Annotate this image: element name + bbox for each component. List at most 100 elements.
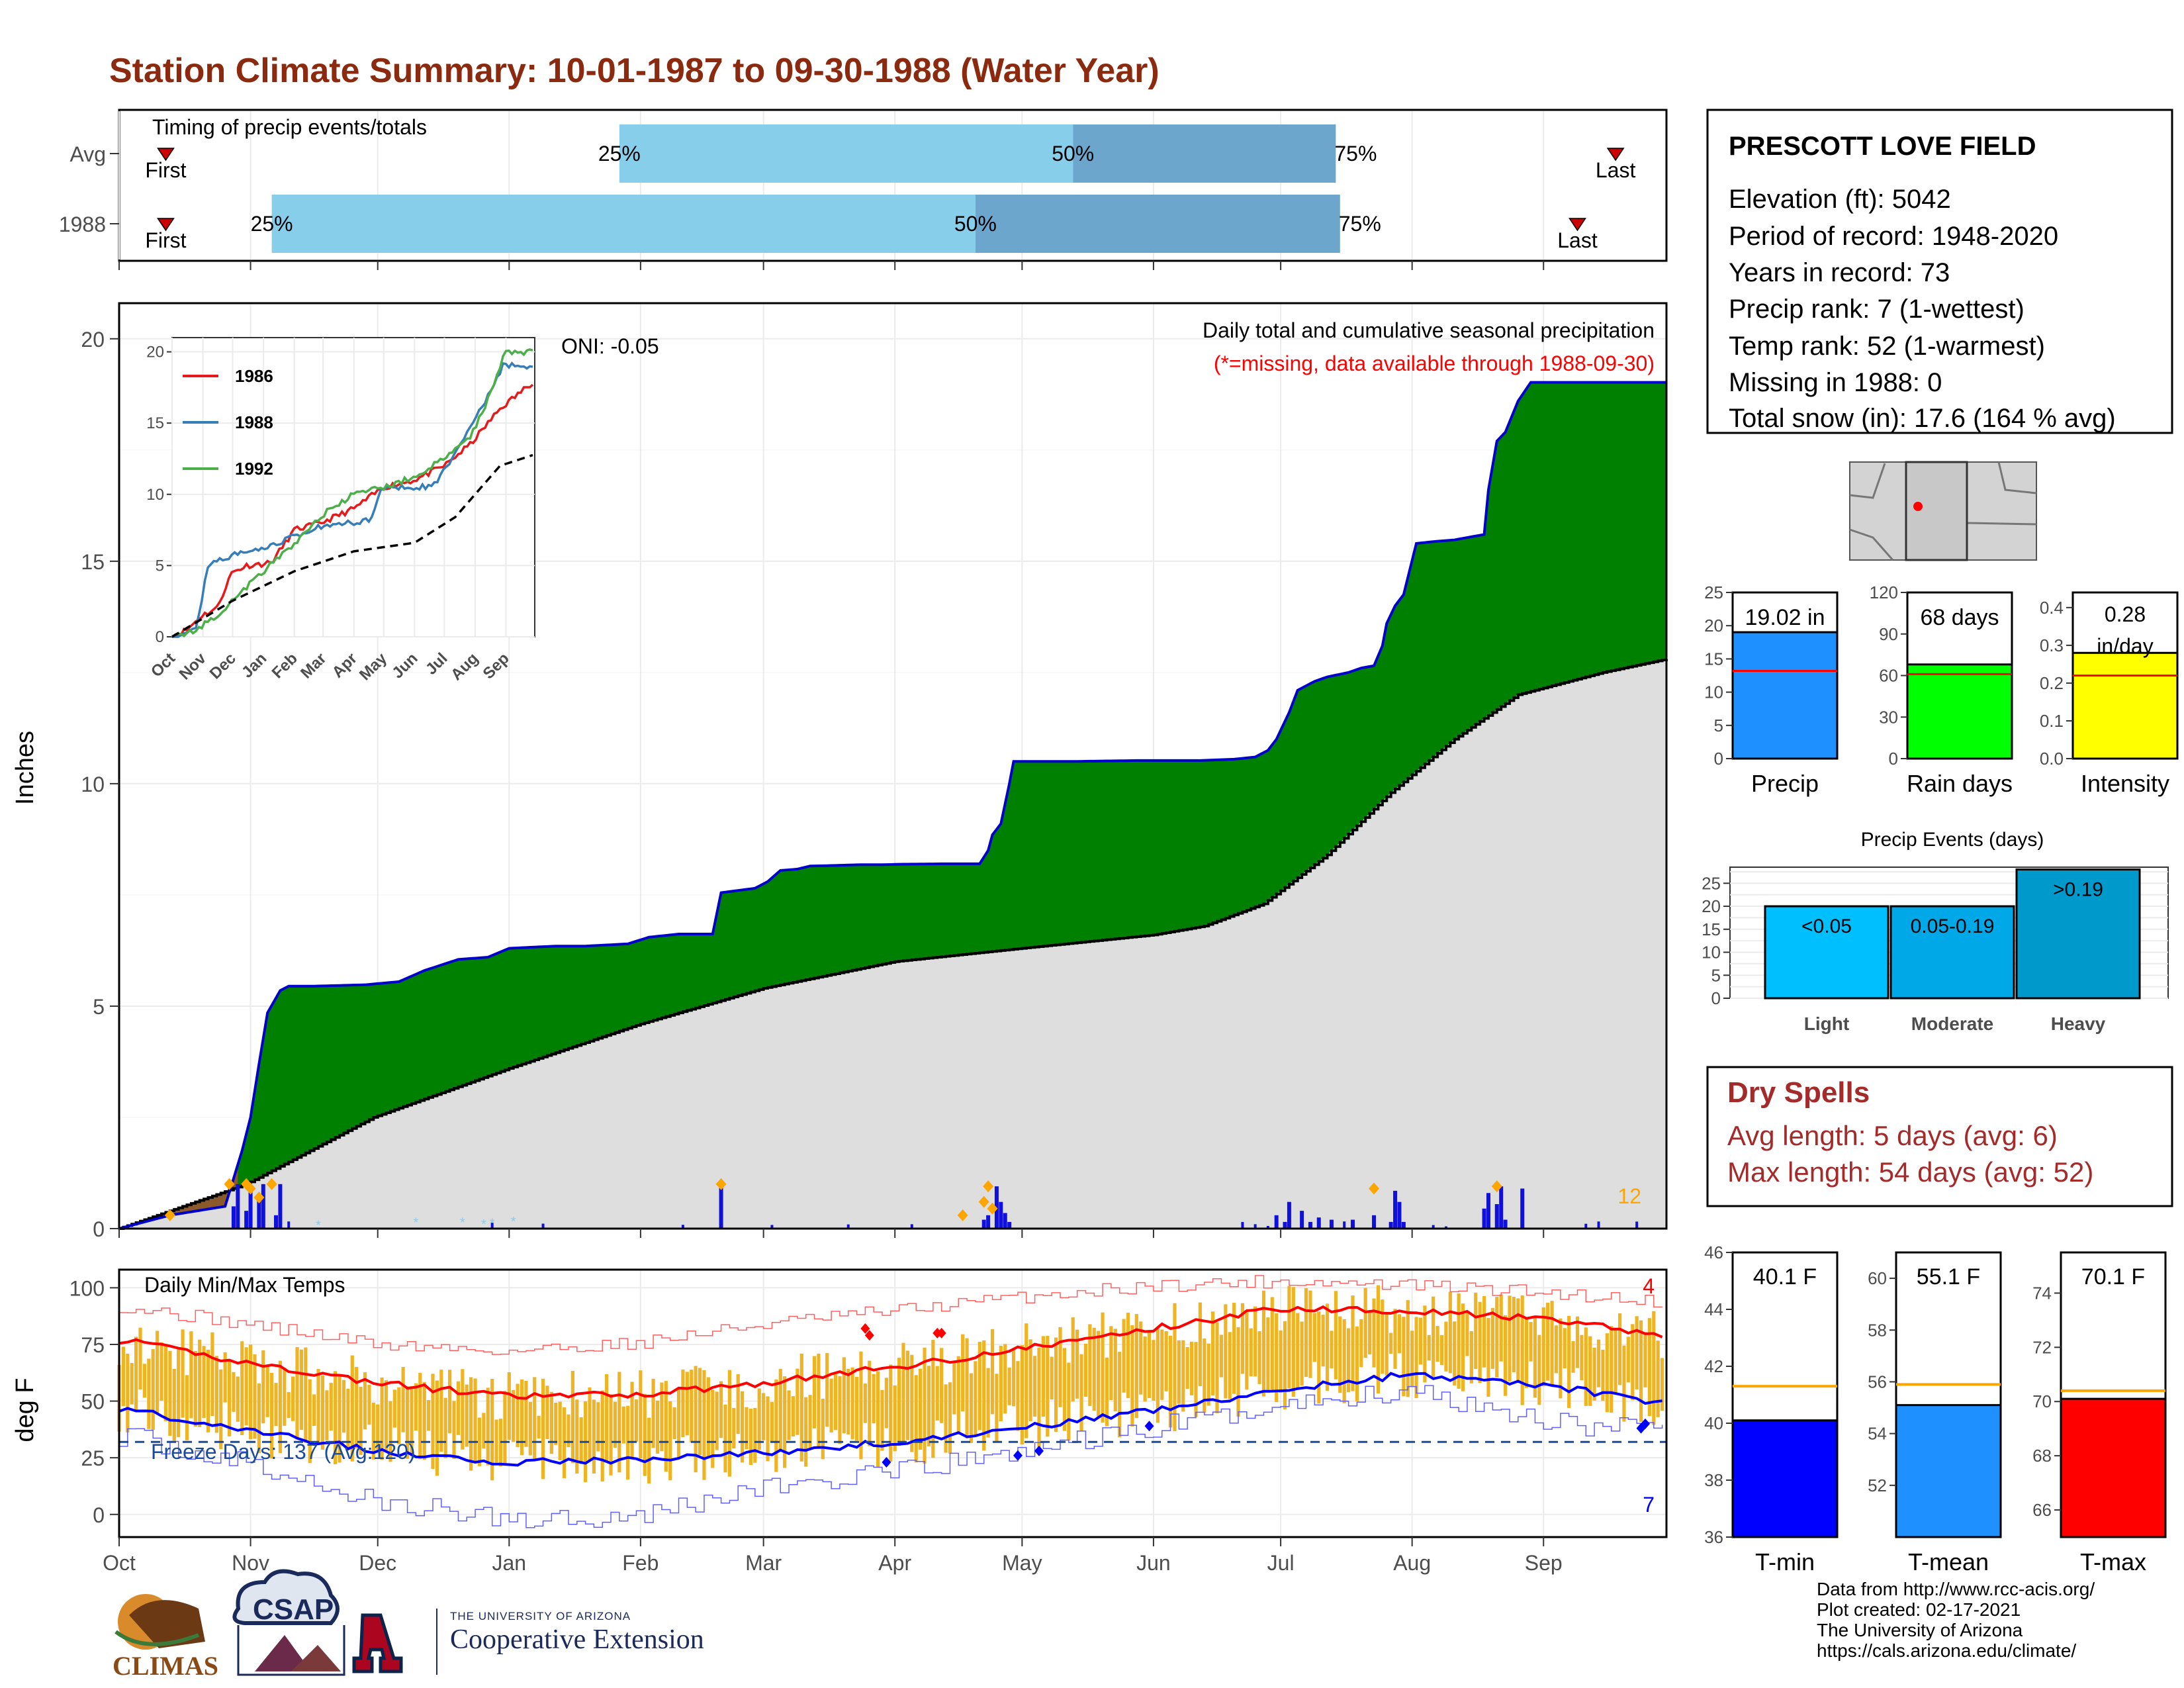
daily-temp-range-bar <box>253 1354 257 1439</box>
daily-temp-range-bar <box>727 1370 731 1477</box>
daily-temp-range-bar <box>605 1374 609 1462</box>
inset-series-line <box>171 348 533 638</box>
month-tick-label: Oct <box>103 1551 136 1575</box>
temp-bar <box>1895 1404 2002 1538</box>
daily-temp-range-bar <box>745 1407 749 1450</box>
daily-temp-range-bar <box>316 1369 320 1444</box>
daily-temp-range-bar <box>1028 1339 1032 1422</box>
daily-precip-bar <box>1388 1221 1393 1229</box>
daily-temp-range-bar <box>1113 1329 1117 1412</box>
daily-temp-range-bar <box>1338 1316 1342 1393</box>
legend-line-missing: (*=missing, data available through 1988-… <box>1214 352 1655 375</box>
temp-chart-label: Daily Min/Max Temps <box>144 1273 345 1297</box>
daily-temp-range-bar <box>392 1389 396 1428</box>
arizona-map-icon <box>1849 461 2037 561</box>
record-high-line <box>119 1275 1663 1355</box>
daily-temp-range-bar <box>1529 1322 1533 1362</box>
daily-temp-range-bar <box>1092 1327 1096 1411</box>
y-tick-label: 5 <box>93 995 105 1019</box>
temp-bar-value: 70.1 F <box>2081 1264 2145 1289</box>
daily-precip-bar <box>1503 1219 1508 1229</box>
daily-temp-range-bar <box>427 1400 431 1431</box>
timing-25-50-bar <box>271 195 976 253</box>
daily-precip-bar <box>1300 1211 1304 1229</box>
daily-precip-bar <box>1401 1221 1406 1229</box>
daily-temp-range-bar <box>558 1401 562 1460</box>
missing-data-marker <box>164 1209 175 1221</box>
climas-logo-text: CLIMAS <box>113 1651 219 1681</box>
daily-temp-range-bar <box>156 1331 159 1413</box>
daily-temp-range-bar <box>1139 1321 1143 1395</box>
event-bar-name: Light <box>1804 1013 1849 1034</box>
daily-temp-range-bar <box>414 1383 418 1431</box>
daily-temp-range-bar <box>923 1347 927 1464</box>
daily-temp-range-bar <box>1109 1326 1113 1401</box>
daily-temp-range-bar <box>617 1372 621 1473</box>
daily-temp-range-bar <box>325 1390 329 1440</box>
daily-temp-range-bar <box>876 1371 880 1468</box>
daily-precip-bar <box>1283 1221 1287 1229</box>
daily-temp-range-bar <box>1020 1345 1024 1445</box>
daily-temp-range-bar <box>579 1417 583 1464</box>
daily-temp-range-bar <box>1321 1315 1325 1367</box>
station-line: Total snow (in): 17.6 (164 % avg) <box>1729 404 2116 433</box>
daily-temp-range-bar <box>893 1385 897 1452</box>
daily-temp-range-bar <box>1270 1297 1274 1390</box>
ua-logo-big-text: Cooperative Extension <box>450 1624 704 1655</box>
daily-temp-range-bar <box>668 1401 672 1481</box>
daily-temp-range-bar <box>248 1344 253 1440</box>
average-precip-area <box>119 659 1666 1229</box>
temp-bar-tick: 70 <box>2032 1391 2052 1411</box>
stat-bar-tick: 0 <box>1714 749 1723 769</box>
temp-bar-name: T-max <box>2080 1548 2146 1575</box>
daily-temp-range-bar <box>854 1377 859 1441</box>
daily-temp-range-bar <box>1571 1341 1575 1373</box>
daily-temp-range-bar <box>1257 1331 1261 1384</box>
plot-frame <box>118 302 1668 1230</box>
daily-temp-range-bar <box>1397 1314 1402 1354</box>
event-bar-name: Heavy <box>2051 1013 2106 1034</box>
daily-temp-range-bar <box>901 1342 905 1442</box>
y-tick-label: 75 <box>81 1333 105 1357</box>
stat-bar-tick: 0 <box>1889 749 1898 769</box>
daily-temp-range-bar <box>647 1417 651 1484</box>
daily-precip-bar <box>1253 1224 1257 1229</box>
daily-temp-range-bar <box>634 1399 639 1442</box>
events-tick: 25 <box>1702 873 1721 893</box>
stat-bar-value: 0.28 <box>2105 602 2146 626</box>
daily-temp-range-bar <box>1435 1326 1439 1362</box>
daily-temp-range-bar <box>388 1401 392 1462</box>
daily-temp-range-bar <box>1622 1345 1626 1422</box>
station-line: Years in record: 73 <box>1729 258 1950 287</box>
daily-temp-range-bar <box>1143 1336 1147 1402</box>
daily-precip-bar <box>1397 1201 1402 1229</box>
daily-temp-range-bar <box>304 1347 308 1443</box>
daily-temp-range-bar <box>549 1391 553 1454</box>
daily-temp-range-bar <box>439 1370 443 1452</box>
daily-temp-range-bar <box>592 1399 596 1474</box>
daily-temp-range-bar <box>872 1374 876 1424</box>
daily-temp-range-bar <box>121 1346 126 1407</box>
daily-temp-range-bar <box>172 1368 176 1441</box>
daily-temp-range-bar <box>405 1386 410 1459</box>
timing-first: First <box>145 158 186 182</box>
missing-data-marker <box>245 1182 256 1195</box>
daily-temp-range-bar <box>1071 1317 1075 1402</box>
daily-temp-range-bar <box>940 1348 944 1423</box>
daily-temp-range-bar <box>1537 1335 1541 1405</box>
daily-temp-range-bar <box>1592 1347 1596 1401</box>
daily-temp-range-bar <box>1283 1321 1287 1410</box>
daily-temp-range-bar <box>1486 1317 1490 1397</box>
daily-temp-range-bar <box>1279 1330 1283 1393</box>
daily-temp-range-bar <box>1605 1333 1609 1413</box>
daily-temp-range-bar <box>223 1352 227 1403</box>
temp-bar-name: T-mean <box>1908 1548 1989 1575</box>
daily-temp-range-bar <box>884 1378 888 1429</box>
daily-temp-range-bar <box>639 1370 643 1459</box>
daily-temp-range-bar <box>774 1379 778 1472</box>
daily-temp-range-bar <box>1389 1333 1393 1354</box>
daily-temp-range-bar <box>507 1372 511 1440</box>
daily-temp-range-bar <box>193 1350 197 1427</box>
daily-temp-range-bar <box>1296 1313 1300 1389</box>
daily-temp-range-bar <box>516 1383 520 1448</box>
